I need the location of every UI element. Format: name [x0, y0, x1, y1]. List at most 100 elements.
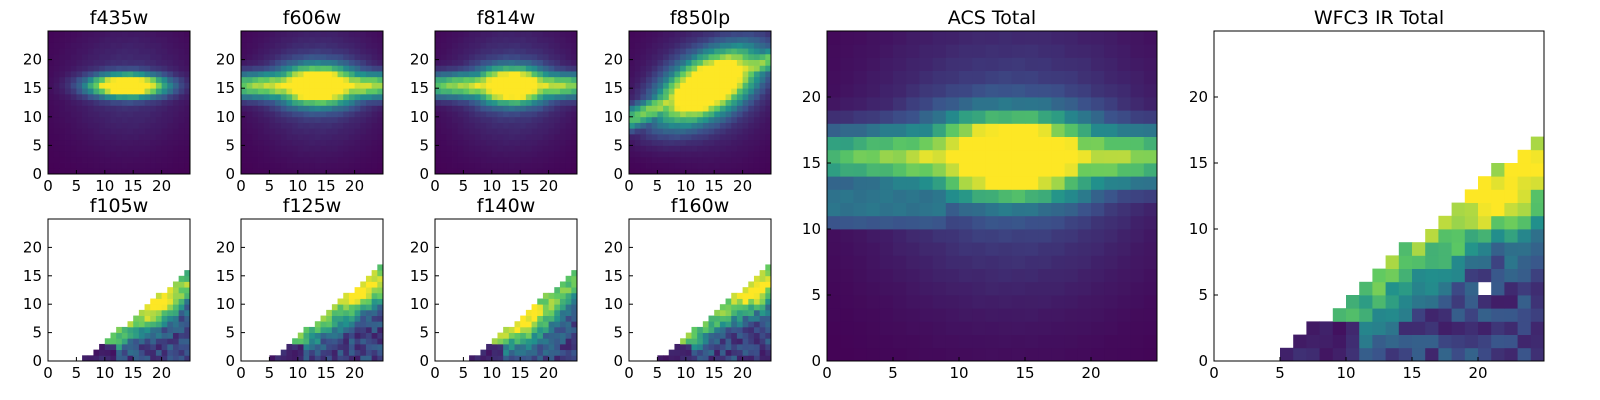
heatmap-cell: [469, 355, 476, 362]
heatmap-cell: [360, 168, 367, 175]
heatmap-cell: [1064, 202, 1079, 217]
heatmap-cell: [161, 343, 168, 351]
heatmap-cell: [178, 99, 185, 106]
heatmap-cell: [542, 36, 549, 43]
heatmap-cell: [1478, 308, 1492, 322]
heatmap-cell: [657, 168, 664, 175]
heatmap-cell: [853, 44, 867, 58]
heatmap-cell: [719, 332, 726, 339]
heatmap-cell: [246, 36, 253, 43]
heatmap-cell: [1464, 347, 1479, 362]
heatmap-cell: [919, 255, 933, 269]
heatmap-cell: [742, 332, 749, 339]
heatmap-cell: [178, 162, 185, 169]
heatmap-cell: [1143, 202, 1158, 217]
heatmap-cell: [59, 76, 66, 83]
heatmap-cell: [241, 76, 248, 83]
heatmap-cell: [269, 162, 276, 169]
heatmap-cell: [663, 111, 670, 118]
heatmap-cell: [172, 93, 180, 101]
heatmap-cell: [491, 105, 498, 112]
heatmap-cell: [337, 139, 344, 146]
heatmap-cell: [365, 65, 373, 72]
heatmap-cell: [354, 326, 361, 333]
heatmap-cell: [503, 82, 510, 89]
heatmap-cell: [452, 65, 459, 72]
heatmap-cell: [82, 133, 89, 141]
y-tick-label: 10: [1189, 220, 1208, 238]
heatmap-cell: [303, 48, 310, 55]
heatmap-cell: [680, 105, 687, 112]
heatmap-cell: [640, 71, 647, 78]
heatmap-cell: [520, 332, 527, 339]
heatmap-cell: [657, 145, 664, 152]
heatmap-cell: [155, 298, 162, 305]
heatmap-cell: [348, 151, 355, 158]
heatmap-cell: [548, 133, 555, 141]
heatmap-cell: [167, 145, 174, 152]
heatmap-cell: [840, 110, 854, 124]
heatmap-cell: [1530, 268, 1545, 283]
heatmap-cell: [508, 48, 515, 55]
heatmap-cell: [440, 122, 447, 129]
heatmap-cell: [104, 133, 111, 141]
heatmap-cell: [286, 162, 293, 169]
heatmap-cell: [634, 76, 641, 83]
x-tick-label: 10: [1336, 364, 1355, 382]
heatmap-cell: [702, 168, 709, 175]
heatmap-cell: [93, 53, 100, 60]
heatmap-cell: [714, 343, 721, 351]
heatmap-cell: [742, 304, 749, 311]
heatmap-cell: [172, 53, 180, 60]
heatmap-cell: [87, 168, 94, 175]
heatmap-cell: [121, 343, 128, 351]
heatmap-cell: [1064, 163, 1079, 177]
heatmap-cell: [1438, 242, 1452, 256]
heatmap-cell: [1385, 347, 1400, 362]
heatmap-cell: [1530, 295, 1545, 309]
heatmap-cell: [748, 168, 755, 175]
heatmap-cell: [525, 343, 532, 351]
heatmap-cell: [674, 53, 681, 60]
heatmap-cell: [161, 99, 168, 106]
heatmap-cell: [348, 93, 355, 101]
heatmap-cell: [503, 42, 510, 49]
heatmap-cell: [708, 321, 715, 328]
heatmap-cell: [680, 116, 687, 123]
heatmap-cell: [879, 97, 894, 111]
heatmap-cell: [354, 65, 361, 72]
heatmap-cell: [736, 309, 743, 316]
heatmap-cell: [53, 151, 60, 158]
heatmap-cell: [571, 145, 578, 152]
heatmap-cell: [559, 88, 567, 95]
heatmap-cell: [331, 76, 338, 83]
heatmap-cell: [827, 334, 841, 349]
heatmap-cell: [537, 93, 544, 101]
heatmap-cell: [525, 71, 532, 78]
heatmap-cell: [337, 116, 344, 123]
heatmap-cell: [708, 139, 715, 146]
heatmap-cell: [508, 53, 515, 60]
heatmap-cell: [440, 76, 447, 83]
heatmap-cell: [1117, 268, 1131, 283]
heatmap-cell: [76, 162, 83, 169]
heatmap-cell: [742, 349, 749, 356]
heatmap-cell: [759, 88, 766, 95]
heatmap-cell: [491, 349, 498, 356]
heatmap-cell: [463, 111, 470, 118]
heatmap-cell: [508, 111, 515, 118]
heatmap-cell: [719, 105, 726, 112]
heatmap-cell: [138, 156, 145, 163]
heatmap-cell: [906, 83, 920, 98]
heatmap-cell: [1464, 215, 1479, 230]
heatmap-cell: [155, 59, 162, 66]
heatmap-cell: [144, 82, 151, 89]
heatmap-cell: [258, 122, 265, 129]
heatmap-cell: [1011, 321, 1026, 335]
heatmap-cell: [241, 59, 248, 66]
heatmap-cell: [663, 42, 670, 49]
heatmap-cell: [1091, 83, 1105, 98]
heatmap-cell: [759, 315, 766, 322]
heatmap-cell: [76, 145, 83, 152]
heatmap-cell: [714, 116, 721, 123]
